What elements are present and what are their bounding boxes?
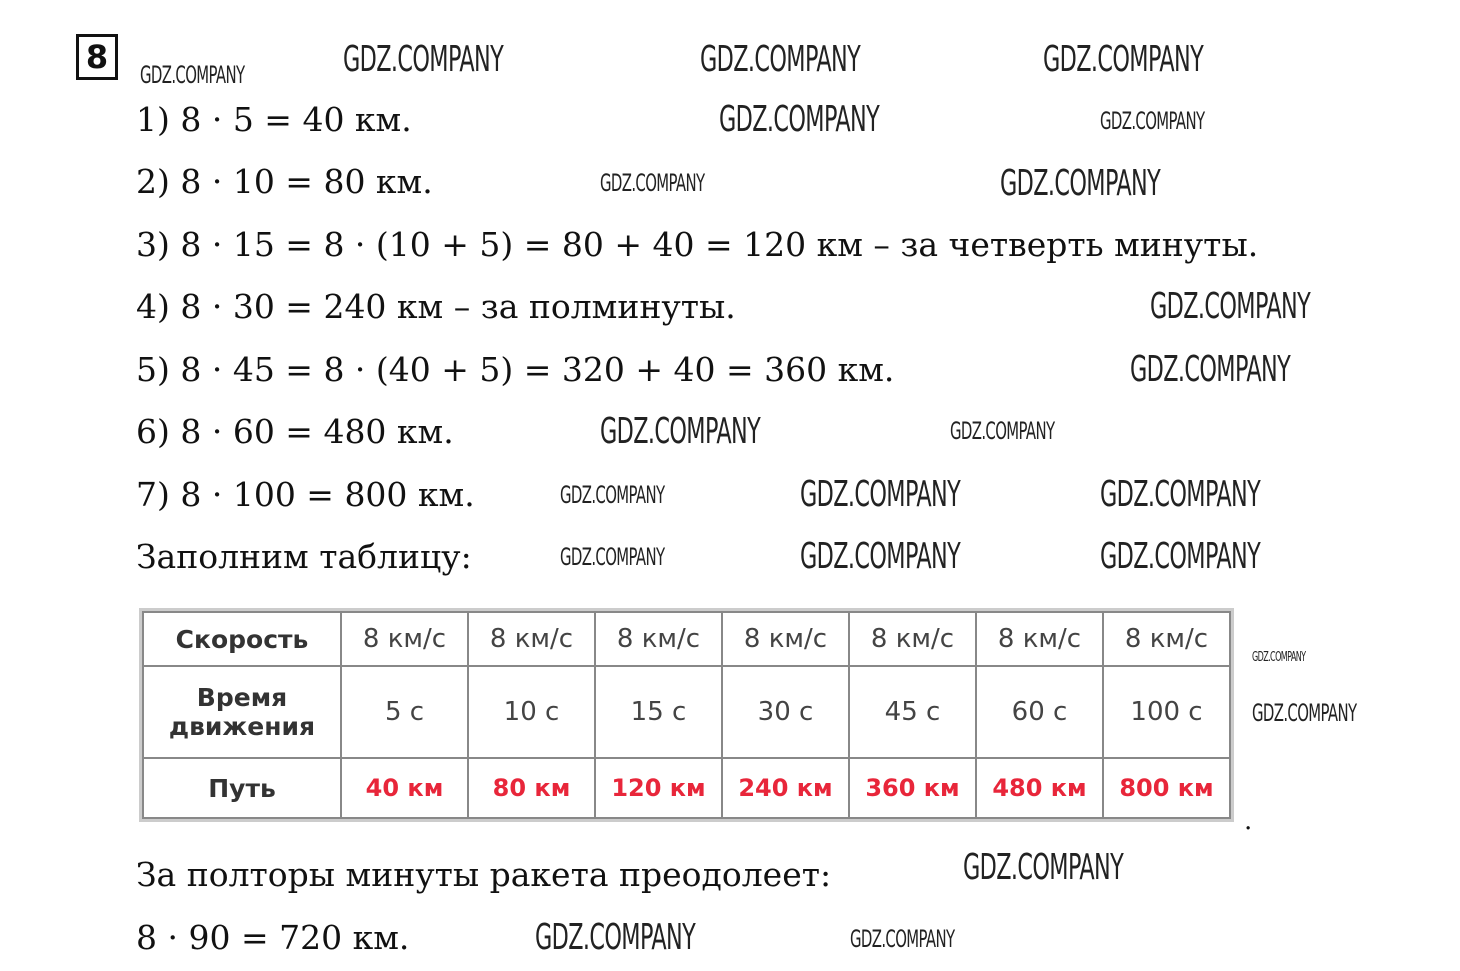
watermark: GDZ.COMPANY [1100,536,1261,577]
solution-step-2: 2) 8 · 10 = 80 км. [136,162,433,201]
distance-cell: 360 км [848,757,977,819]
watermark: GDZ.COMPANY [963,847,1124,888]
distance-cell: 240 км [721,757,850,819]
speed-cell: 8 км/с [1102,611,1231,667]
distance-cell: 480 км [975,757,1104,819]
watermark: GDZ.COMPANY [950,417,1055,445]
watermark: GDZ.COMPANY [850,925,955,953]
time-cell: 45 с [848,665,977,759]
watermark: GDZ.COMPANY [560,543,665,571]
watermark: GDZ.COMPANY [600,411,761,452]
speed-cell: 8 км/с [848,611,977,667]
watermark: GDZ.COMPANY [560,481,665,509]
watermark: GDZ.COMPANY [600,169,705,197]
watermark: GDZ.COMPANY [800,536,961,577]
watermark: GDZ.COMPANY [1252,699,1357,727]
distance-cell: 80 км [467,757,596,819]
solution-step-5: 5) 8 · 45 = 8 · (40 + 5) = 320 + 40 = 36… [136,350,895,389]
watermark: GDZ.COMPANY [700,39,861,80]
watermark: GDZ.COMPANY [800,474,961,515]
watermark: GDZ.COMPANY [719,99,880,140]
time-cell: 100 с [1102,665,1231,759]
table-row-speed: Скорость 8 км/с 8 км/с 8 км/с 8 км/с 8 к… [142,611,1231,667]
solution-step-4: 4) 8 · 30 = 240 км – за полминуты. [136,287,736,326]
time-cell: 60 с [975,665,1104,759]
time-cell: 15 с [594,665,723,759]
speed-cell: 8 км/с [467,611,596,667]
watermark: GDZ.COMPANY [1000,163,1161,204]
watermark: GDZ.COMPANY [1100,107,1205,135]
solution-step-7: 7) 8 · 100 = 800 км. [136,475,475,514]
solution-step-1: 1) 8 · 5 = 40 км. [136,100,412,139]
watermark: GDZ.COMPANY [535,917,696,958]
row-header: Время движения [142,665,342,759]
time-cell: 10 с [467,665,596,759]
row-header: Скорость [142,611,342,667]
speed-cell: 8 км/с [721,611,850,667]
solution-step-3: 3) 8 · 15 = 8 · (10 + 5) = 80 + 40 = 120… [136,225,1259,264]
distance-cell: 120 км [594,757,723,819]
table-row-distance: Путь 40 км 80 км 120 км 240 км 360 км 48… [142,757,1231,819]
time-cell: 30 с [721,665,850,759]
watermark: GDZ.COMPANY [1130,349,1291,390]
distance-cell: 800 км [1102,757,1231,819]
table-row-time: Время движения 5 с 10 с 15 с 30 с 45 с 6… [142,665,1231,759]
watermark: GDZ.COMPANY [140,61,245,89]
conclusion-text: За полторы минуты ракета преодолеет: [136,855,832,894]
answer-text: 8 · 90 = 720 км. [136,918,410,957]
row-header: Путь [142,757,342,819]
distance-cell: 40 км [340,757,469,819]
watermark: GDZ.COMPANY [1043,39,1204,80]
watermark: GDZ.COMPANY [1150,286,1311,327]
trailing-dot: . [1244,806,1253,836]
table-intro: Заполним таблицу: [136,537,472,576]
speed-cell: 8 км/с [975,611,1104,667]
watermark: GDZ.COMPANY [1252,650,1306,665]
task-number: 8 [76,34,118,80]
watermark: GDZ.COMPANY [343,39,504,80]
solution-step-6: 6) 8 · 60 = 480 км. [136,412,454,451]
speed-time-distance-table: Скорость 8 км/с 8 км/с 8 км/с 8 км/с 8 к… [142,611,1231,819]
speed-cell: 8 км/с [594,611,723,667]
speed-cell: 8 км/с [340,611,469,667]
time-cell: 5 с [340,665,469,759]
watermark: GDZ.COMPANY [1100,474,1261,515]
